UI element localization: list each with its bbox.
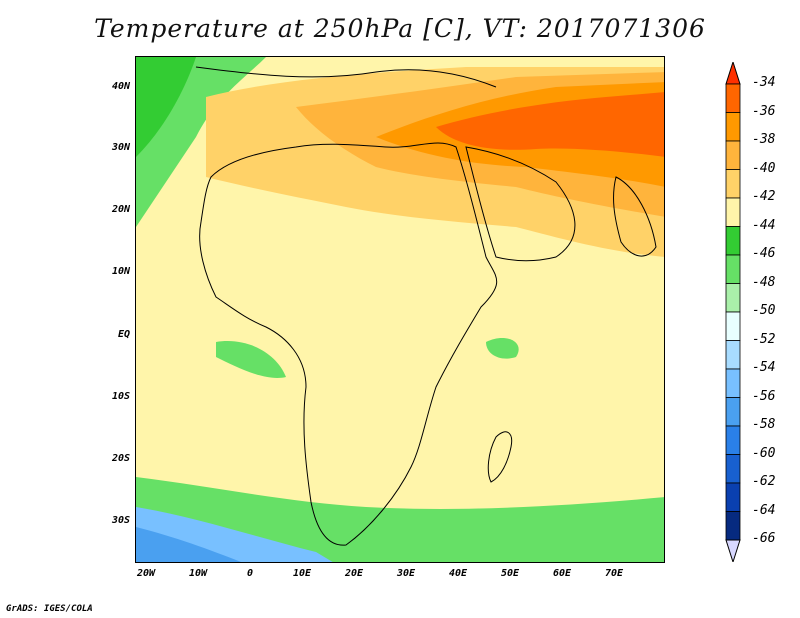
colorbar-label: -34	[752, 75, 776, 90]
colorbar-label: -52	[752, 331, 776, 347]
colorbar-label: -42	[752, 189, 776, 204]
colorbar-cell	[725, 83, 741, 113]
colorbar	[725, 62, 741, 562]
colorbar-label: -60	[752, 445, 776, 461]
lon-label: 0	[246, 568, 254, 579]
colorbar-cell	[725, 368, 741, 398]
africa-coastline	[199, 142, 498, 546]
madagascar-outline	[487, 431, 513, 483]
colorbar-cell	[725, 454, 741, 484]
lat-label: 10S	[111, 391, 130, 402]
colorbar-cell	[725, 226, 741, 256]
colorbar-label: -64	[752, 502, 776, 518]
lon-label: 50E	[500, 568, 520, 579]
lat-label: 10N	[111, 266, 130, 277]
field-north-red	[436, 92, 664, 157]
colorbar-label: -50	[752, 303, 776, 318]
lat-label: 40N	[111, 81, 130, 92]
lat-label: 20S	[111, 453, 130, 464]
colorbar-label: -58	[752, 417, 776, 432]
colorbar-cell	[725, 311, 741, 341]
lon-label: 20W	[136, 568, 156, 579]
colorbar-bottom-arrow	[725, 539, 741, 562]
lon-label: 10E	[292, 568, 312, 579]
lat-label: EQ	[117, 329, 130, 340]
lat-label: 30S	[111, 515, 130, 526]
lon-label: 40E	[448, 568, 468, 579]
colorbar-cell	[725, 140, 741, 170]
lon-label: 60E	[552, 568, 572, 579]
colorbar-label: -46	[752, 246, 776, 261]
europe-coast	[195, 66, 497, 88]
colorbar-cell	[725, 112, 741, 142]
arabia-coastline	[465, 146, 576, 262]
field-eq-patch2	[486, 337, 519, 359]
colorbar-top-arrow	[725, 62, 741, 85]
lon-label: 10W	[188, 568, 208, 579]
field-south-blue2	[136, 527, 241, 562]
colorbar-cell	[725, 397, 741, 427]
india-outline	[613, 176, 657, 257]
colorbar-label: -56	[752, 388, 776, 404]
field-nw-lightgreen	[136, 57, 196, 157]
colorbar-label: -36	[752, 103, 776, 119]
colorbar-label: -66	[752, 531, 776, 546]
lon-label: 20E	[344, 568, 364, 579]
colorbar-label: -48	[752, 274, 776, 290]
colorbar-label: -44	[752, 217, 776, 233]
chart-title: Temperature at 250hPa [C], VT: 201707130…	[94, 14, 706, 43]
colorbar-cell	[725, 340, 741, 370]
colorbar-cell	[725, 254, 741, 284]
colorbar-label: -40	[752, 160, 776, 176]
colorbar-cell	[725, 425, 741, 455]
colorbar-cell	[725, 511, 741, 541]
colorbar-cell	[725, 482, 741, 512]
colorbar-label: -38	[752, 132, 776, 147]
colorbar-label: -54	[752, 360, 776, 375]
colorbar-cell	[725, 197, 741, 227]
field-eq-patch	[216, 341, 286, 378]
lat-label: 20N	[111, 204, 130, 215]
colorbar-label: -62	[752, 474, 776, 489]
colorbar-cell	[725, 169, 741, 199]
colorbar-cell	[725, 283, 741, 313]
lat-label: 30N	[111, 142, 130, 153]
grads-credit: GrADS: IGES/COLA	[6, 604, 93, 614]
lon-label: 70E	[604, 568, 624, 579]
map-panel[interactable]	[135, 56, 665, 563]
temperature-map	[136, 57, 664, 562]
lon-label: 30E	[396, 568, 416, 579]
